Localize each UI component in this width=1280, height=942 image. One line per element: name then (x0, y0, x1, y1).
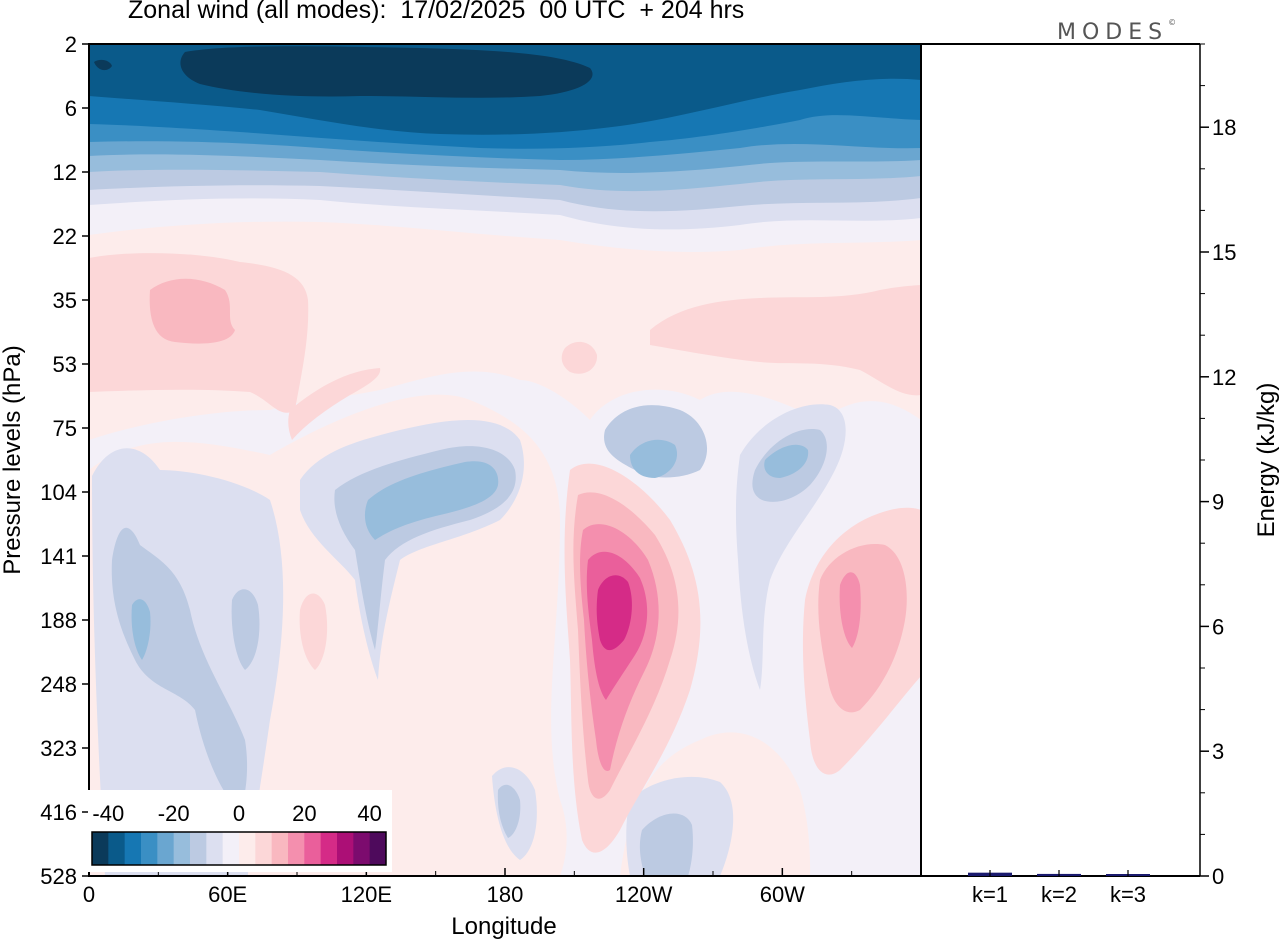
colorbar-tick-label: 20 (292, 801, 316, 826)
contour-small-westerly-1 (299, 593, 328, 670)
energy-tick-label: 6 (1212, 614, 1224, 639)
colorbar-segment (337, 832, 354, 865)
contour-trop-easterly-14 (497, 784, 521, 838)
contour-strat-westerly-3 (149, 278, 235, 344)
x-tick-label: 120W (615, 882, 673, 907)
y-tick-label: 53 (53, 352, 77, 377)
energy-axis: 0 3 6 9 12 15 18 (1200, 43, 1236, 889)
y-tick-label: 12 (53, 160, 77, 185)
colorbar-segment (239, 832, 256, 865)
colorbar-segment (173, 832, 191, 865)
colorbar-segment (108, 832, 126, 865)
chart-title: Zonal wind (all modes): 17/02/2025 00 UT… (128, 0, 745, 24)
y-tick-label: 22 (53, 224, 77, 249)
colorbar-segment (92, 832, 109, 865)
energy-categories: k=1 k=2 k=3 (972, 870, 1146, 907)
contour-trop-easterly-3 (131, 599, 151, 660)
energy-axis-title: Energy (kJ/kg) (1253, 383, 1280, 538)
contour-trop-easterly-7 (364, 461, 499, 540)
contour-easterly-8 (180, 46, 593, 98)
colorbar-segment (320, 832, 338, 865)
colorbar-segment (304, 832, 322, 865)
y-tick-label: 528 (40, 864, 77, 889)
colorbar-tick-label: 0 (233, 801, 245, 826)
y-tick-label: 141 (40, 544, 77, 569)
colorbar-segment (288, 832, 305, 865)
y-tick-label: 35 (53, 288, 77, 313)
colorbar-segment (369, 832, 387, 865)
energy-cat-label: k=1 (972, 882, 1008, 907)
energy-tick-label: 12 (1212, 365, 1236, 390)
contour-trop-easterly-16 (639, 813, 693, 876)
x-tick-label: 60E (208, 882, 247, 907)
colorbar-segment (255, 832, 273, 865)
x-tick-label: 120E (341, 882, 392, 907)
y-tick-label: 248 (40, 672, 77, 697)
x-axis-title: Longitude (451, 913, 556, 940)
y-tick-label: 2 (65, 32, 77, 57)
wind-contour-field (89, 44, 921, 876)
y-tick-label: 416 (40, 800, 77, 825)
energy-cat-label: k=2 (1041, 882, 1077, 907)
colorbar-segment (141, 832, 158, 865)
colorbar-segment (157, 832, 175, 865)
colorbar-tick-label: 40 (357, 801, 381, 826)
contour-trop-easterly-12 (764, 444, 809, 478)
energy-cat-label: k=3 (1110, 882, 1146, 907)
x-tick-label: 180 (487, 882, 524, 907)
contour-jet-westerly-8 (839, 572, 861, 648)
contour-lower-easterly (89, 371, 921, 876)
colorbar: -40 -20 0 20 40 (88, 790, 392, 872)
colorbar-segment (190, 832, 207, 865)
energy-tick-label: 3 (1212, 739, 1224, 764)
energy-tick-label: 18 (1212, 115, 1236, 140)
colorbar-tick-label: -20 (158, 801, 190, 826)
x-tick-label: 60W (760, 882, 805, 907)
contour-trop-easterly-9 (630, 439, 678, 478)
y-tick-label: 188 (40, 608, 77, 633)
modes-logo: MODES© (1057, 18, 1177, 45)
energy-tick-label: 0 (1212, 864, 1224, 889)
y-axis-title: Pressure levels (hPa) (0, 345, 26, 574)
contour-easterly-9 (94, 59, 112, 71)
contour-trop-easterly-4 (231, 589, 260, 670)
logo-text: MODES (1057, 20, 1169, 45)
y-axis: 2 6 12 22 35 53 75 104 141 188 248 323 416 528 (40, 32, 89, 889)
colorbar-segment (206, 832, 224, 865)
colorbar-segment (271, 832, 289, 865)
contour-strat-westerly-4 (561, 341, 598, 374)
contour-jet-westerly-5 (596, 575, 632, 651)
y-tick-label: 6 (65, 96, 77, 121)
x-tick-label: 0 (83, 882, 95, 907)
colorbar-segment (222, 832, 240, 865)
y-tick-label: 323 (40, 736, 77, 761)
logo-mark: © (1168, 18, 1177, 27)
colorbar-frame (91, 831, 387, 866)
y-tick-label: 104 (40, 480, 77, 505)
contour-strat-westerly-2 (650, 285, 921, 396)
colorbar-tick-label: -40 (92, 801, 124, 826)
energy-tick-label: 15 (1212, 240, 1236, 265)
colorbar-segment (124, 832, 142, 865)
y-tick-label: 75 (53, 416, 77, 441)
contour-trop-easterly-2 (111, 527, 248, 810)
colorbar-segment (353, 832, 371, 865)
energy-tick-label: 9 (1212, 490, 1224, 515)
contour-small-westerly-2 (288, 368, 381, 440)
